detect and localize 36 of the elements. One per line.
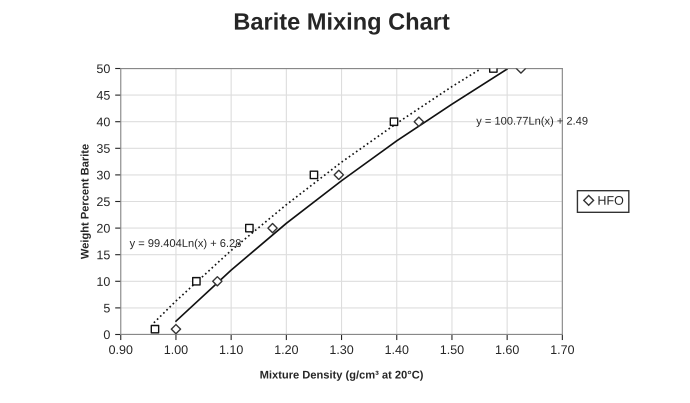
- point: [244, 224, 254, 232]
- annotation: y = 100.77Ln(x) + 2.49: [476, 116, 588, 127]
- x-tick-label: 1.30: [330, 345, 354, 354]
- y-tick-label: 10: [97, 277, 110, 286]
- y-tick-label: 40: [96, 118, 110, 126]
- x-tick-label: 1.50: [440, 345, 464, 354]
- y-tick-label: 15: [97, 250, 110, 260]
- y-tick-label: 30: [96, 170, 110, 180]
- point: [267, 222, 278, 234]
- legend-label: HFO: [598, 196, 624, 205]
- point: [414, 116, 424, 128]
- x-tick-label: 1.60: [496, 345, 519, 354]
- y-tick-label: 20: [97, 224, 110, 233]
- y-tick-label: 0: [104, 330, 110, 340]
- y-tick-label: 45: [96, 91, 110, 100]
- y-tick-label: 25: [97, 197, 110, 206]
- x-tick-label: 1.70: [551, 345, 574, 354]
- x-tick-label: 1.40: [386, 345, 408, 354]
- x-tick-label: 1.10: [220, 345, 243, 354]
- y-tick-label: 50: [96, 64, 110, 74]
- x-tick-label: 1.00: [164, 345, 188, 354]
- x-tick-label: 0.90: [109, 345, 132, 354]
- point: [212, 276, 223, 287]
- annotation: y = 99.404Ln(x) + 6.28: [130, 238, 241, 250]
- point: [310, 170, 318, 180]
- point: [192, 276, 201, 286]
- y-axis-title: Weight Percent Barite: [80, 144, 91, 260]
- point: [150, 324, 160, 334]
- chart-title: Barite Mixing Chart: [234, 12, 450, 35]
- x-tick-label: 1.20: [275, 345, 298, 354]
- point: [170, 324, 182, 334]
- x-axis-title: Mixture Density (g/cm³ at 20°C): [260, 370, 423, 381]
- y-tick-label: 35: [96, 144, 110, 153]
- point: [390, 117, 398, 126]
- point: [333, 170, 344, 180]
- y-tick-label: 5: [104, 304, 110, 313]
